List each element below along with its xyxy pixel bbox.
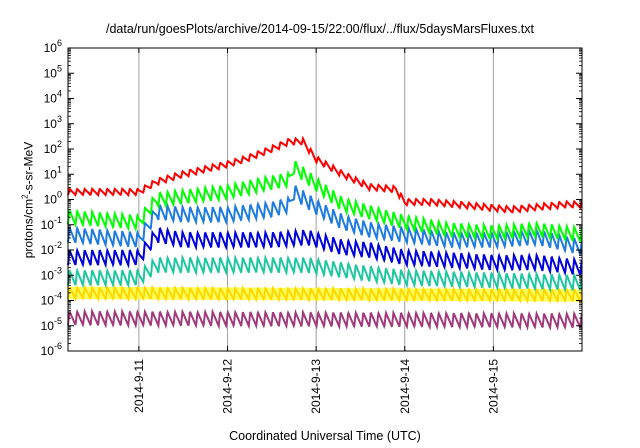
y-axis-label-superscript: 2 (20, 194, 30, 199)
y-tick-label: 105 (44, 63, 62, 80)
series-line (67, 185, 583, 255)
x-tick-label: 2014-9-12 (221, 359, 235, 414)
plot-area-frame (67, 47, 583, 352)
y-axis-label-part2: -s-sr-MeV (21, 141, 36, 195)
x-tick-label: 2014-9-13 (309, 359, 323, 414)
series-line (67, 307, 583, 332)
series-group (67, 135, 583, 332)
y-tick-label: 10-1 (41, 215, 62, 232)
y-tick-label: 103 (44, 114, 62, 131)
x-axis-label: Coordinated Universal Time (UTC) (229, 429, 421, 443)
y-tick-label: 10-3 (41, 265, 62, 282)
x-tick-label: 2014-9-11 (132, 359, 146, 413)
y-tick-label: 10-5 (41, 316, 62, 333)
y-tick-label: 106 (44, 38, 62, 55)
series-line (67, 253, 583, 294)
y-tick-label: 10-2 (41, 240, 62, 257)
series-line (67, 226, 583, 277)
y-tick-label: 104 (44, 89, 62, 106)
y-tick-label: 10-4 (41, 291, 62, 308)
y-tick-label: 10-6 (41, 341, 62, 358)
x-tick-label: 2014-9-14 (398, 359, 412, 414)
series-line (67, 160, 583, 243)
y-tick-label: 100 (44, 190, 62, 207)
x-tick-label: 2014-9-15 (486, 359, 500, 414)
y-tick-label: 102 (44, 139, 62, 156)
y-axis-label-part1: protons/cm (21, 198, 36, 259)
y-tick-label: 101 (44, 164, 62, 181)
series-line (67, 135, 583, 214)
grid-lines (138, 48, 494, 351)
chart-title: /data/run/goesPlots/archive/2014-09-15/2… (105, 22, 534, 36)
series-line (67, 284, 583, 305)
axis-ticks: 2014-9-11 2014-9-12 2014-9-13 2014-9-14 2014… (41, 38, 582, 414)
y-axis-label: protons/cm2-s-sr-MeV (21, 142, 36, 258)
